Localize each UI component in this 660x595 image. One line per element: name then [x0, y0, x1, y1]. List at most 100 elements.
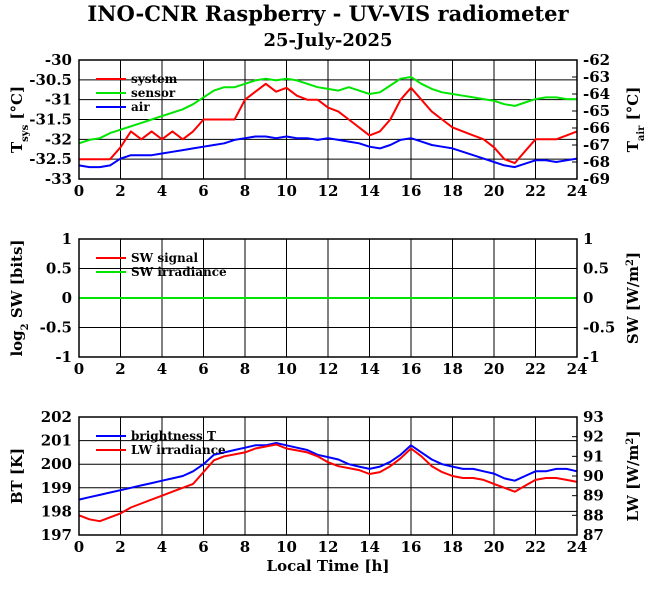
y-tick-label-left: 199: [41, 479, 72, 497]
y-axis-label-right: LW [W/m2]: [624, 431, 642, 522]
y-tick-label-right: 88: [583, 506, 604, 524]
x-tick-label: 10: [276, 360, 297, 378]
x-tick-label: 12: [318, 538, 339, 556]
x-tick-label: 8: [240, 360, 250, 378]
x-tick-label: 12: [318, 360, 339, 378]
x-tick-label: 8: [240, 538, 250, 556]
y-axis-label-left: BT [K]: [8, 448, 26, 504]
legend-label: brightness T: [131, 429, 216, 443]
x-tick-label: 4: [157, 182, 167, 200]
y-tick-label-left: -32.5: [29, 150, 72, 168]
plot-frame: [78, 416, 578, 536]
y-tick-label-right: -68: [583, 153, 610, 171]
legend-label: SW irradiance: [131, 265, 227, 279]
x-tick-label: 24: [567, 182, 588, 200]
x-tick-label: 12: [318, 182, 339, 200]
x-tick-label: 24: [567, 538, 588, 556]
y-tick-label-left: -0.5: [40, 319, 72, 337]
y-tick-label-right: 90: [583, 467, 604, 485]
x-tick-label: 6: [198, 360, 208, 378]
y-tick-label-left: -32: [45, 130, 72, 148]
y-tick-label-right: -1: [583, 348, 600, 366]
x-tick-label: 16: [401, 538, 422, 556]
y-tick-label-left: -30.5: [29, 71, 72, 89]
y-tick-label-left: 197: [41, 526, 72, 544]
x-tick-label: 14: [359, 360, 380, 378]
x-tick-label: 6: [198, 182, 208, 200]
legend-label: air: [131, 100, 150, 114]
y-axis-label-right: Tair [°C]: [624, 87, 647, 153]
y-tick-label-left: -31: [45, 91, 72, 109]
x-tick-label: 22: [525, 360, 546, 378]
legend-label: LW irradiance: [131, 443, 226, 457]
series-line-air: [78, 135, 578, 169]
figure-title: INO-CNR Raspberry - UV-VIS radiometer: [87, 1, 569, 26]
y-tick-label-right: -67: [583, 136, 610, 154]
x-tick-label: 0: [74, 182, 84, 200]
y-tick-label-right: 0.5: [583, 260, 609, 278]
x-tick-label: 18: [442, 538, 463, 556]
y-tick-label-right: 0: [583, 289, 593, 307]
y-tick-label-right: -0.5: [583, 319, 615, 337]
y-tick-label-right: -66: [583, 119, 610, 137]
y-tick-label-left: 201: [41, 432, 72, 450]
y-tick-label-left: -31.5: [29, 111, 72, 129]
y-axis-label-left: Tsys [°C]: [8, 86, 31, 153]
x-tick-label: 0: [74, 538, 84, 556]
plot-frame: [78, 59, 578, 180]
y-tick-label-right: 92: [583, 428, 604, 446]
x-tick-label: 0: [74, 360, 84, 378]
legend-label: sensor: [131, 86, 176, 100]
x-tick-label: 24: [567, 360, 588, 378]
y-tick-label-right: 1: [583, 230, 593, 248]
x-tick-label: 4: [157, 360, 167, 378]
figure-date: 25-July-2025: [264, 30, 393, 51]
legend-label: system: [131, 72, 178, 86]
x-tick-label: 4: [157, 538, 167, 556]
y-tick-label-right: 93: [583, 408, 604, 426]
legend-label: SW signal: [131, 251, 199, 265]
y-tick-label-right: 87: [583, 526, 604, 544]
y-tick-label-right: -69: [583, 170, 610, 188]
x-tick-label: 6: [198, 538, 208, 556]
chart-panels: 0 2 4 6 8 10 12 14 16 18 20 22 24-30-30.5-31-31.5-32…: [8, 51, 647, 556]
x-tick-label: 10: [276, 182, 297, 200]
x-tick-label: 14: [359, 182, 380, 200]
y-tick-label-left: -1: [55, 348, 72, 366]
y-tick-label-left: 0: [62, 289, 72, 307]
x-tick-label: 14: [359, 538, 380, 556]
x-tick-label: 18: [442, 182, 463, 200]
x-tick-label: 16: [401, 360, 422, 378]
y-tick-label-left: 198: [41, 502, 72, 520]
chart-panel-1: 0 2 4 6 8 10 12 14 16 18 20 22 24-30-30.5-31-31.5-32…: [8, 51, 647, 200]
y-tick-label-left: 1: [62, 230, 72, 248]
plot-frame: [78, 238, 578, 358]
x-tick-label: 2: [115, 360, 125, 378]
x-tick-label: 20: [484, 360, 505, 378]
x-tick-label: 2: [115, 182, 125, 200]
x-tick-label: 20: [484, 182, 505, 200]
chart-panel-2: 0 2 4 6 8 10 12 14 16 18 20 22 2410.50-0.5-110.50-0.…: [8, 230, 642, 378]
x-tick-label: 2: [115, 538, 125, 556]
x-tick-label: 10: [276, 538, 297, 556]
y-tick-label-right: 91: [583, 447, 604, 465]
y-axis-label-right: SW [W/m2]: [624, 252, 642, 344]
y-tick-label-left: -33: [45, 170, 72, 188]
chart-panel-3: 0 2 4 6 8 10 12 14 16 18 20 22 242022012001991981979…: [8, 408, 642, 556]
x-tick-label: 20: [484, 538, 505, 556]
series-line-lw-irradiance: [78, 443, 578, 523]
x-axis-label: Local Time [h]: [267, 557, 390, 575]
series-line-sensor: [78, 76, 577, 145]
y-tick-label-left: 200: [41, 455, 72, 473]
x-tick-label: 8: [240, 182, 250, 200]
y-tick-label-right: -63: [583, 68, 610, 86]
x-tick-label: 22: [525, 538, 546, 556]
y-tick-label-right: -65: [583, 102, 610, 120]
y-tick-label-left: -30: [45, 51, 72, 69]
x-tick-label: 18: [442, 360, 463, 378]
series-line-brightness-t: [78, 442, 578, 501]
x-tick-label: 22: [525, 182, 546, 200]
x-tick-label: 16: [401, 182, 422, 200]
y-tick-label-right: -64: [583, 85, 610, 103]
